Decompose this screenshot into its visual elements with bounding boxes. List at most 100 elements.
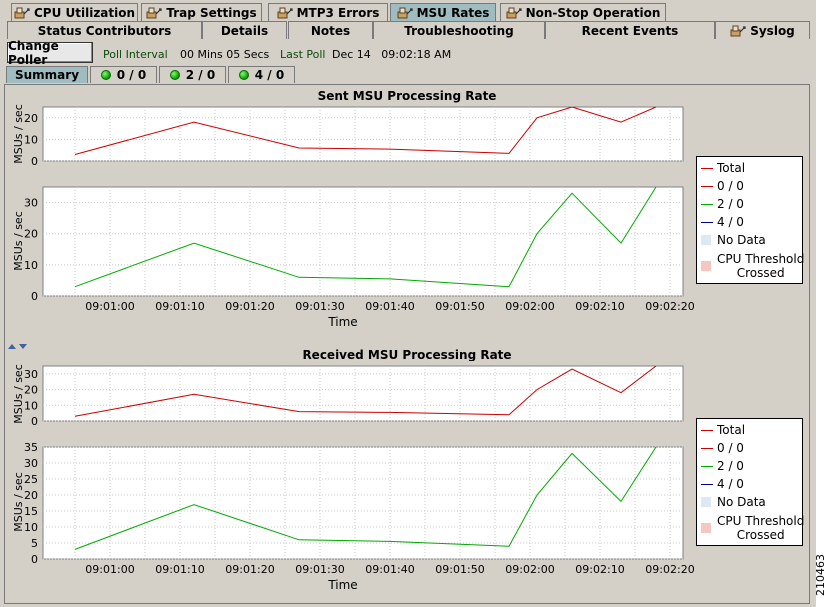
- legend-label: 4 / 0: [717, 477, 744, 491]
- y-tick-label: 30: [24, 457, 38, 470]
- tab-troubleshooting[interactable]: Troubleshooting: [373, 21, 545, 39]
- chart-title-received: Received MSU Processing Rate: [302, 348, 512, 362]
- y-tick-label: 0: [31, 415, 38, 428]
- legend-swatch: [701, 235, 711, 245]
- tab-label: Notes: [310, 23, 351, 38]
- x-tick-label: 09:01:00: [85, 563, 134, 576]
- collapse-arrows-icon[interactable]: [5, 343, 35, 351]
- tab-label: Troubleshooting: [404, 23, 514, 38]
- x-tick-label: 09:01:40: [365, 563, 414, 576]
- legend-label: 2 / 0: [717, 197, 744, 211]
- subtab-0-0[interactable]: 0 / 0: [90, 66, 157, 83]
- legend-label: 0 / 0: [717, 441, 744, 455]
- legend-label: CPU Threshold Crossed: [717, 514, 805, 542]
- y-tick-label: 10: [24, 133, 38, 146]
- tab-details[interactable]: Details: [202, 21, 287, 39]
- legend-label: 0 / 0: [717, 179, 744, 193]
- legend-swatch: [701, 497, 711, 507]
- x-tick-label: 09:01:20: [225, 563, 274, 576]
- legend-item: 2 / 0: [701, 197, 744, 211]
- x-tick-label: 09:02:20: [645, 563, 694, 576]
- top-tab-row: CPU Utilization Trap Settings MTP3 Errors M…: [0, 3, 816, 21]
- series-line-total: [74, 107, 657, 155]
- tab-recent-events[interactable]: Recent Events: [545, 21, 715, 39]
- y-tick-label: 20: [24, 228, 38, 241]
- tab-label: Non-Stop Operation: [525, 5, 661, 20]
- legend-label: CPU Threshold Crossed: [717, 252, 805, 280]
- y-tick-label: 20: [24, 384, 38, 397]
- x-tick-label: 09:01:10: [155, 563, 204, 576]
- subtab-4-0[interactable]: 4 / 0: [228, 66, 295, 83]
- tab-label: Status Contributors: [37, 23, 172, 38]
- x-axis-label: Time: [327, 578, 357, 592]
- legend-item: Total: [701, 423, 745, 437]
- y-tick-label: 10: [24, 399, 38, 412]
- legend-item: 4 / 0: [701, 477, 744, 491]
- x-tick-label: 09:01:30: [295, 300, 344, 313]
- legend-item: No Data: [701, 495, 766, 509]
- side-margin: [816, 0, 829, 607]
- x-tick-label: 09:01:20: [225, 300, 274, 313]
- x-tick-label: 09:01:40: [365, 300, 414, 313]
- subtab-label: 4 / 0: [254, 68, 285, 82]
- y-tick-label: 25: [24, 473, 38, 486]
- last-poll-value: Dec 14 09:02:18 AM: [332, 48, 452, 61]
- figure-id: 210463: [814, 554, 827, 596]
- y-tick-label: 30: [24, 197, 38, 210]
- series-line-total: [74, 366, 657, 417]
- series-line-2-0: [74, 187, 657, 288]
- y-axis-label: MSUs / sec: [12, 472, 25, 532]
- subtab-label: Summary: [14, 68, 80, 82]
- tab-notes[interactable]: Notes: [288, 21, 373, 39]
- legend-item: 2 / 0: [701, 459, 744, 473]
- tab-label: CPU Utilization: [33, 5, 136, 20]
- y-tick-label: 20: [24, 489, 38, 502]
- toolbar: Change Poller Poll Interval 00 Mins 05 S…: [0, 39, 816, 67]
- tab-cpu-utilization[interactable]: CPU Utilization: [11, 3, 138, 21]
- device-icon: [506, 6, 523, 20]
- legend-swatch: [701, 523, 711, 533]
- tab-label: Trap Settings: [166, 5, 257, 20]
- device-icon: [730, 24, 747, 38]
- legend-line-marker: [701, 465, 713, 467]
- tab-status-contributors[interactable]: Status Contributors: [7, 21, 202, 39]
- legend-label: Total: [717, 423, 746, 437]
- subtab-2-0[interactable]: 2 / 0: [159, 66, 226, 83]
- legend-item: CPU Threshold Crossed: [701, 252, 804, 280]
- legend-item: 0 / 0: [701, 441, 744, 455]
- y-tick-label: 5: [31, 537, 38, 550]
- legend-label: Total: [717, 161, 746, 175]
- change-poller-button[interactable]: Change Poller: [7, 39, 93, 67]
- device-icon: [277, 6, 294, 20]
- legend-line-marker: [701, 447, 713, 449]
- device-icon: [14, 6, 31, 20]
- legend-sent: Total 0 / 0 2 / 0 4 / 0 No Data CPU Threshold…: [696, 156, 804, 284]
- split-divider[interactable]: [5, 336, 809, 349]
- chart-title-sent: Sent MSU Processing Rate: [317, 89, 497, 103]
- y-tick-label: 10: [24, 259, 38, 272]
- legend-line-marker: [701, 203, 713, 205]
- tab-non-stop-operation[interactable]: Non-Stop Operation: [500, 3, 666, 21]
- tab-label: Syslog: [750, 23, 795, 38]
- tab-syslog[interactable]: Syslog: [715, 21, 810, 39]
- device-icon: [146, 6, 163, 20]
- second-tab-row: Status Contributors Details Notes Troublesh…: [0, 21, 816, 39]
- x-tick-label: 09:01:50: [435, 300, 484, 313]
- status-ok-icon: [100, 70, 111, 80]
- x-tick-label: 09:01:00: [85, 300, 134, 313]
- legend-item: 4 / 0: [701, 215, 744, 229]
- legend-line-marker: [701, 221, 713, 223]
- x-tick-label: 09:02:10: [575, 300, 624, 313]
- tab-label: Recent Events: [581, 23, 679, 38]
- legend-line-marker: [701, 167, 713, 169]
- plot-area: [42, 186, 684, 297]
- poll-interval-value: 00 Mins 05 Secs: [180, 48, 270, 61]
- legend-line-marker: [701, 483, 713, 485]
- subtab-summary[interactable]: Summary: [6, 66, 88, 83]
- tab-msu-rates[interactable]: MSU Rates: [390, 3, 496, 21]
- tab-trap-settings[interactable]: Trap Settings: [141, 3, 262, 21]
- tab-mtp3-errors[interactable]: MTP3 Errors: [268, 3, 388, 21]
- y-tick-label: 0: [31, 290, 38, 303]
